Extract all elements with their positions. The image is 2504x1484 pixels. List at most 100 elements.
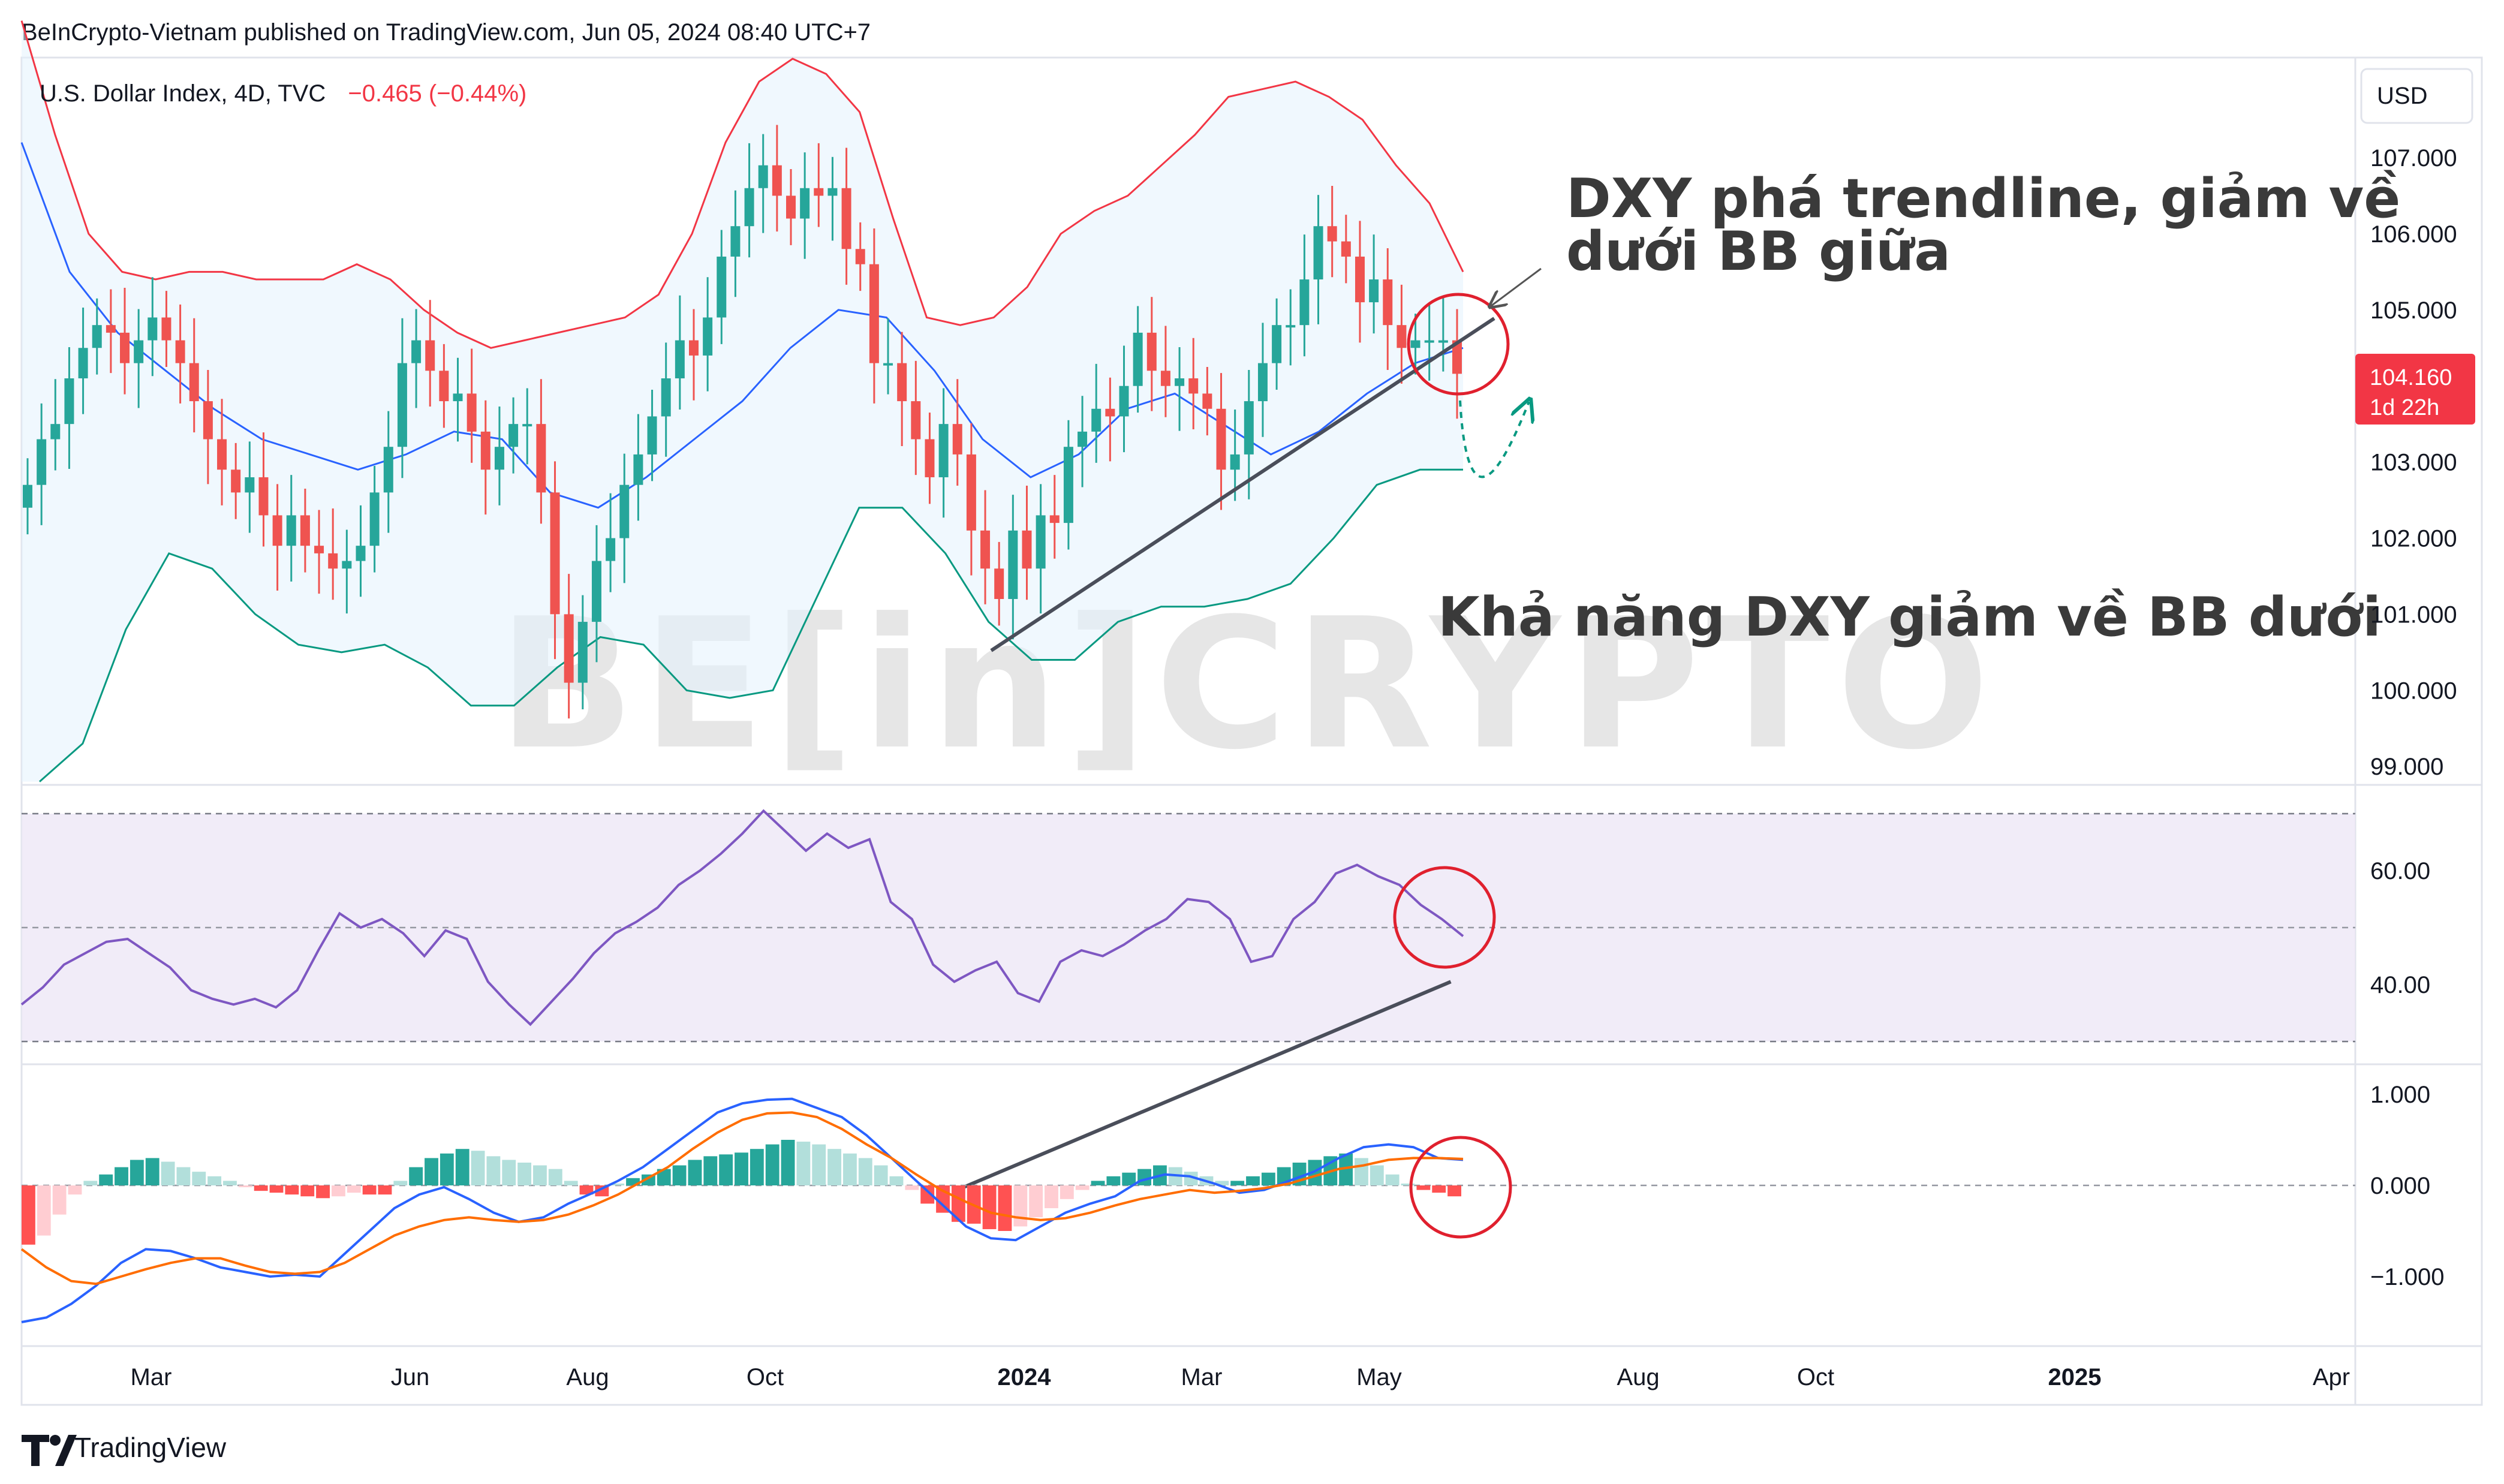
candle-body — [1424, 340, 1434, 343]
macd-histogram-bar — [610, 1183, 625, 1185]
macd-histogram-bar — [719, 1154, 733, 1185]
candle-body — [314, 546, 324, 553]
macd-histogram-bar — [951, 1185, 965, 1222]
candle-body — [675, 340, 685, 379]
tradingview-logo-icon — [22, 1435, 77, 1466]
macd-histogram-bar — [1416, 1185, 1431, 1190]
annotation-trendline-break-line1: DXY phá trendline, giảm về — [1566, 167, 2400, 230]
macd-histogram-bar — [52, 1185, 67, 1215]
macd-histogram-bar — [579, 1185, 594, 1195]
candle-body — [508, 424, 519, 447]
candle-body — [703, 317, 713, 356]
macd-histogram-bar — [858, 1158, 872, 1185]
rsi-line — [20, 809, 1464, 1027]
candle-body — [1410, 340, 1420, 348]
candle-body — [1327, 226, 1337, 242]
time-tick-label: Aug — [1617, 1364, 1659, 1390]
candle-body — [1452, 340, 1462, 374]
macd-histogram-bar — [192, 1172, 206, 1185]
macd-histogram-bar — [998, 1185, 1012, 1231]
time-tick-label: Aug — [566, 1364, 609, 1390]
candle-body — [897, 363, 907, 402]
macd-histogram-bar — [393, 1181, 408, 1185]
candle-body — [1119, 386, 1129, 417]
time-tick-label: 2024 — [998, 1364, 1052, 1390]
candle-body — [494, 447, 504, 470]
macd-line — [21, 1097, 1464, 1323]
candle-body — [1272, 325, 1282, 363]
macd-histogram-bar — [471, 1151, 485, 1185]
candle-body — [730, 226, 741, 257]
price-tick-label: 101.000 — [2370, 601, 2457, 628]
macd-histogram-bar — [161, 1161, 175, 1185]
candle-body — [411, 340, 422, 363]
candle-body — [661, 378, 671, 417]
candle-body — [994, 568, 1004, 600]
candle-body — [258, 477, 269, 516]
macd-histogram-bar — [486, 1156, 501, 1185]
candle-body — [1216, 408, 1226, 470]
macd-signal-line — [20, 1111, 1464, 1286]
macd-histogram-bar — [1215, 1181, 1229, 1185]
macd-histogram-bar — [1230, 1181, 1245, 1185]
candle-body — [688, 340, 699, 356]
macd-histogram-bar — [843, 1153, 857, 1185]
projection-arrow — [1459, 401, 1529, 478]
candle-body — [1063, 447, 1073, 523]
candle-body — [189, 363, 199, 402]
macd-histogram-bar — [1106, 1176, 1121, 1185]
tradingview-logo-text: TradingView — [74, 1432, 227, 1463]
candle-body — [453, 393, 463, 402]
price-tick-label: 103.000 — [2370, 450, 2457, 476]
macd-tick-label: 0.000 — [2370, 1173, 2430, 1199]
candle-body — [369, 492, 380, 546]
macd-histogram-bar — [703, 1156, 718, 1185]
candle-body — [883, 363, 893, 366]
candle-body — [78, 348, 88, 379]
candle-body — [869, 264, 879, 363]
macd-tick-label: 1.000 — [2370, 1082, 2430, 1108]
candle-body — [564, 614, 574, 683]
currency-button[interactable] — [2360, 68, 2473, 124]
time-tick-label: Mar — [1181, 1364, 1223, 1390]
time-tick-label: Jun — [391, 1364, 430, 1390]
tradingview-logo[interactable]: TradingView — [22, 1432, 227, 1466]
macd-histogram-bar — [68, 1185, 82, 1195]
candle-body — [619, 484, 630, 538]
candle-body — [772, 165, 782, 196]
symbol-change: −0.465 (−0.44%) — [348, 80, 526, 107]
price-axis: 107.000106.000105.000104.000103.000102.0… — [2370, 145, 2457, 780]
candle-body — [1160, 371, 1170, 386]
bollinger-lower-line — [39, 468, 1463, 782]
macd-histogram-bar — [1432, 1185, 1446, 1193]
annotation-trendline-break-line2: dưới BB giữa — [1566, 220, 1951, 283]
candle-body — [356, 546, 366, 561]
currency-button-label: USD — [2377, 83, 2427, 109]
macd-histogram-bar — [285, 1185, 299, 1195]
time-tick-label: Oct — [1797, 1364, 1834, 1390]
macd-histogram-bar — [130, 1160, 144, 1185]
candle-body — [1036, 515, 1046, 569]
candle-body — [550, 492, 560, 615]
macd-histogram-bar — [238, 1185, 252, 1188]
macd-histogram-bar — [176, 1167, 191, 1185]
candle-body — [37, 439, 47, 485]
candle-body — [633, 454, 643, 485]
candle-body — [800, 188, 810, 219]
macd-histogram-bar — [1385, 1174, 1400, 1185]
macd-histogram-bar — [254, 1185, 268, 1191]
bollinger-upper-line — [20, 20, 1464, 349]
macd-histogram-bar — [905, 1185, 919, 1190]
macd-histogram-bar — [440, 1153, 454, 1185]
time-axis: Mar Jun Aug Oct 2024 Mar May Aug Oct 2025 Apr — [131, 1364, 2350, 1390]
macd-histogram — [22, 1140, 1461, 1245]
candle-body — [1146, 332, 1157, 371]
annotation-arrow — [1491, 267, 1542, 306]
macd-histogram-bar — [1122, 1172, 1136, 1185]
candle-body — [717, 256, 727, 318]
macd-histogram-bar — [1370, 1165, 1384, 1185]
candle-body — [383, 447, 393, 493]
macd-histogram-bar — [269, 1185, 284, 1193]
candle-body — [245, 477, 255, 493]
